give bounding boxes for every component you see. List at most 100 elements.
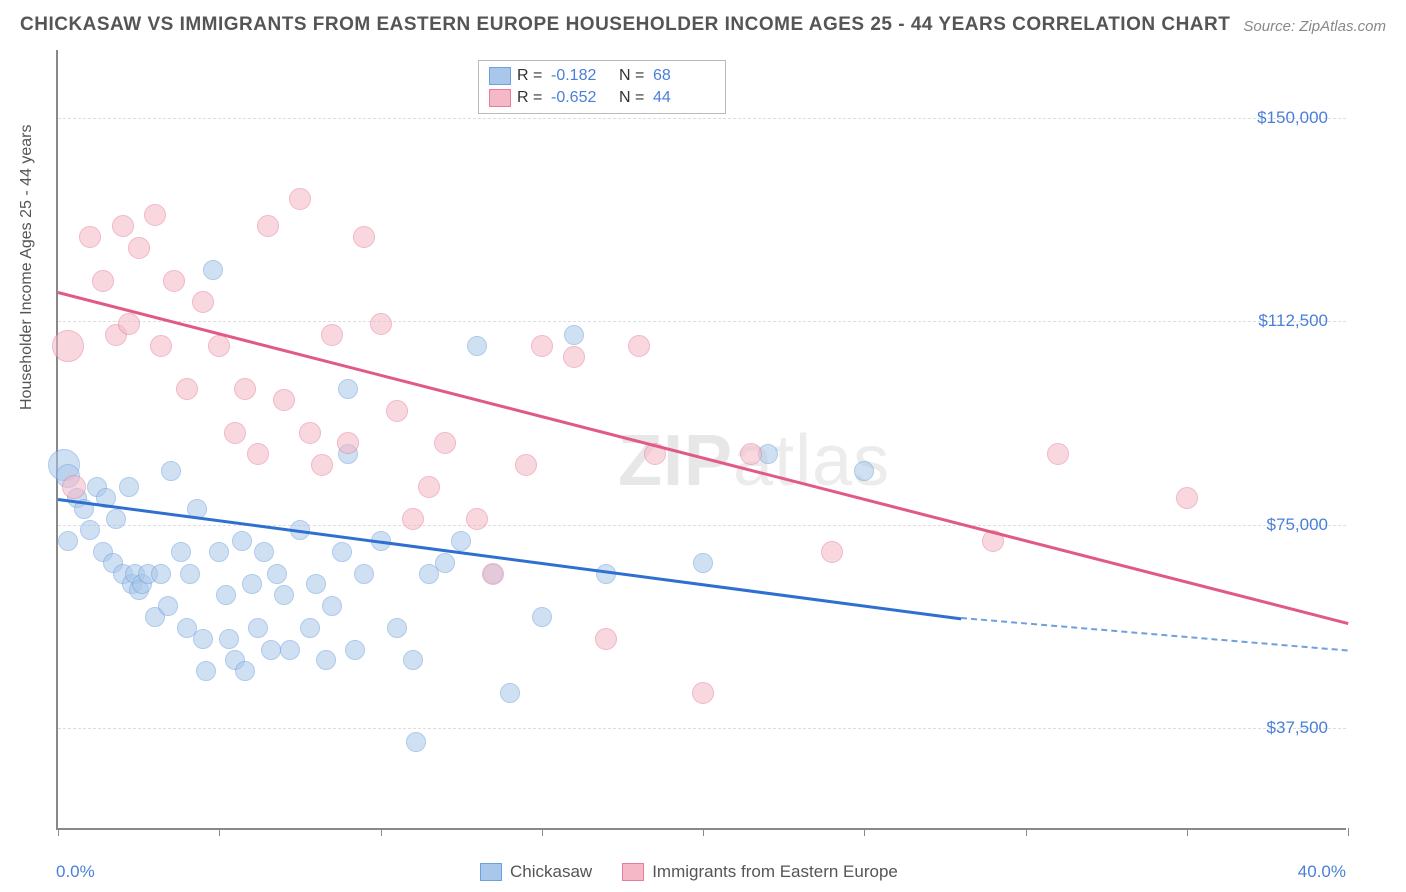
x-tick [219,828,220,836]
x-tick [58,828,59,836]
y-axis-label: Householder Income Ages 25 - 44 years [18,125,36,411]
n-value: 68 [653,67,715,85]
data-point [403,650,423,670]
legend-stat-row: R =-0.652N =44 [489,87,715,109]
data-point [1047,443,1069,465]
series-legend: Chickasaw Immigrants from Eastern Europe [480,862,898,882]
data-point [532,607,552,627]
data-point [119,477,139,497]
data-point [289,188,311,210]
y-tick-label: $150,000 [1257,108,1328,128]
gridline [58,321,1346,322]
data-point [451,531,471,551]
legend-item: Chickasaw [480,862,592,882]
data-point [112,215,134,237]
data-point [232,531,252,551]
legend-swatch [622,863,644,881]
plot-area: ZIPatlas R =-0.182N =68R =-0.652N =44 $3… [56,50,1346,830]
n-value: 44 [653,89,715,107]
data-point [267,564,287,584]
r-label: R = [517,89,545,107]
data-point [234,378,256,400]
data-point [386,400,408,422]
data-point [467,336,487,356]
data-point [354,564,374,584]
data-point [564,325,584,345]
data-point [163,270,185,292]
data-point [370,313,392,335]
correlation-legend: R =-0.182N =68R =-0.652N =44 [478,60,726,114]
legend-item: Immigrants from Eastern Europe [622,862,898,882]
data-point [332,542,352,562]
legend-label: Chickasaw [510,862,592,882]
y-tick-label: $75,000 [1267,515,1328,535]
x-tick [703,828,704,836]
data-point [482,563,504,585]
data-point [563,346,585,368]
data-point [337,432,359,454]
y-tick-label: $37,500 [1267,718,1328,738]
data-point [418,476,440,498]
n-label: N = [619,89,647,107]
data-point [322,596,342,616]
legend-swatch [489,89,511,107]
data-point [80,520,100,540]
r-value: -0.182 [551,67,613,85]
source-value: ZipAtlas.com [1299,18,1386,35]
data-point [273,389,295,411]
legend-swatch [489,67,511,85]
data-point [515,454,537,476]
data-point [531,335,553,357]
data-point [402,508,424,530]
data-point [235,661,255,681]
n-label: N = [619,67,647,85]
data-point [466,508,488,530]
data-point [306,574,326,594]
data-point [254,542,274,562]
data-point [208,335,230,357]
data-point [274,585,294,605]
data-point [311,454,333,476]
data-point [92,270,114,292]
data-point [242,574,262,594]
r-label: R = [517,67,545,85]
data-point [62,475,86,499]
data-point [209,542,229,562]
data-point [1176,487,1198,509]
x-axis-max-label: 40.0% [1298,862,1346,882]
data-point [219,629,239,649]
x-tick [381,828,382,836]
data-point [171,542,191,562]
data-point [821,541,843,563]
data-point [299,422,321,444]
gridline [58,728,1346,729]
y-tick-label: $112,500 [1258,311,1328,331]
data-point [316,650,336,670]
data-point [161,461,181,481]
x-tick [864,828,865,836]
data-point [434,432,456,454]
chart-title: CHICKASAW VS IMMIGRANTS FROM EASTERN EUR… [20,14,1230,36]
data-point [345,640,365,660]
data-point [180,564,200,584]
source-label: Source: [1243,18,1295,35]
data-point [261,640,281,660]
data-point [150,335,172,357]
data-point [247,443,269,465]
data-point [693,553,713,573]
data-point [52,330,84,362]
data-point [176,378,198,400]
data-point [144,204,166,226]
data-point [79,226,101,248]
source-credit: Source: ZipAtlas.com [1243,18,1386,35]
data-point [387,618,407,638]
data-point [151,564,171,584]
trend-line [961,617,1348,652]
data-point [353,226,375,248]
x-tick [542,828,543,836]
x-tick [1348,828,1349,836]
gridline [58,118,1346,119]
data-point [500,683,520,703]
data-point [196,661,216,681]
data-point [595,628,617,650]
